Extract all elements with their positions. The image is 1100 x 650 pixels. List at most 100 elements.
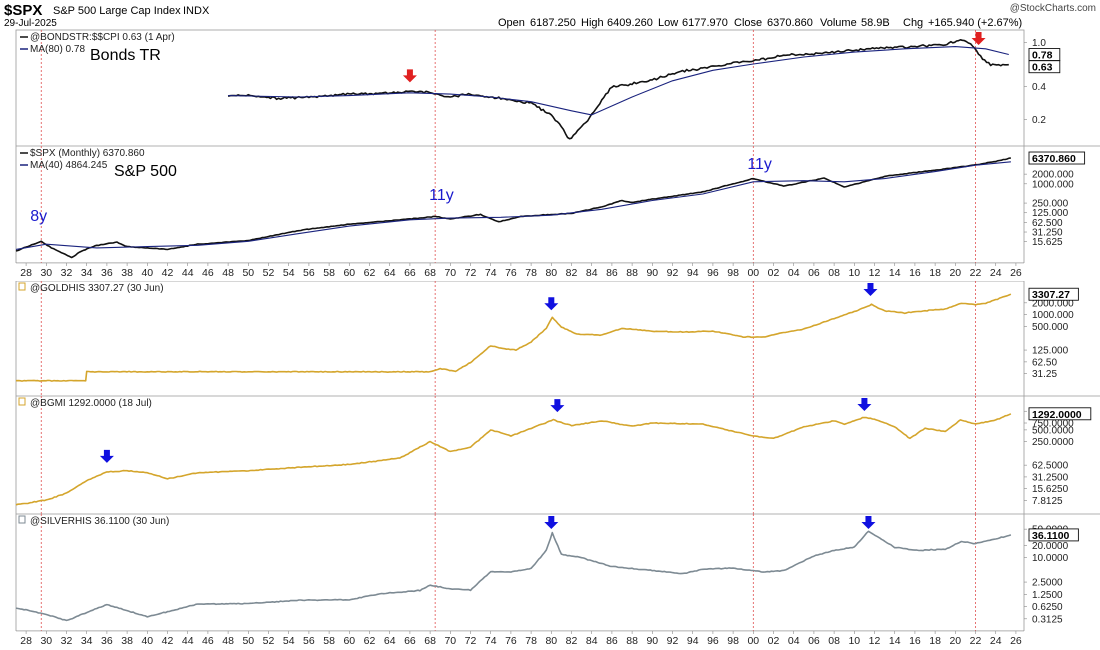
x-axis-tick-label: 30 [40,635,52,647]
x-axis-tick-label: 82 [566,635,578,647]
x-axis-band [0,263,1100,281]
low-value: 6177.970 [682,17,728,29]
x-axis-tick-label: 10 [848,267,860,279]
x-axis-tick-label: 44 [182,635,194,647]
y-axis-tick-label: 31.250 [1032,228,1063,239]
x-axis-tick-label: 50 [242,635,254,647]
series-line--spx [15,157,1011,259]
x-axis-tick-label: 36 [101,635,113,647]
x-axis-tick-label: 16 [909,267,921,279]
x-axis-tick-label: 14 [889,267,901,279]
x-axis-band [0,631,1100,649]
x-axis-tick-label: 80 [545,635,557,647]
x-axis-tick-label: 90 [646,267,658,279]
series-line-ma-40- [15,161,1011,250]
x-axis-tick-label: 84 [586,267,598,279]
x-axis-tick-label: 74 [485,635,497,647]
x-axis-tick-label: 98 [727,267,739,279]
x-axis-tick-label: 60 [343,635,355,647]
y-axis-tick-label: 1.0 [1032,38,1046,49]
y-axis-tick-label: 20.0000 [1032,541,1069,552]
x-axis-tick-label: 28 [20,267,32,279]
open-value: 6187.250 [530,17,576,29]
x-axis-tick-label: 66 [404,635,416,647]
x-axis-tick-label: 62 [364,267,376,279]
x-axis-tick-label: 22 [970,635,982,647]
value-tag-label: 1292.0000 [1032,409,1082,421]
x-axis-tick-label: 46 [202,635,214,647]
x-axis-tick-label: 74 [485,267,497,279]
y-axis-tick-label: 500.0000 [1032,425,1074,436]
x-axis-tick-label: 78 [525,267,537,279]
x-axis-tick-label: 76 [505,635,517,647]
upper-frame [15,29,1025,264]
y-axis-tick-label: 2.5000 [1032,578,1063,589]
chart-panels: 1.0 0.4 0.2 0.780.63 @BONDSTR:$$CPI 0.63 (1 … [0,29,1100,649]
x-axis-tick-label: 54 [283,635,295,647]
x-axis-tick-label: 52 [263,267,275,279]
x-axis-tick-label: 48 [222,635,234,647]
y-axis-tick-label: 10.0000 [1032,553,1069,564]
x-axis-tick-label: 78 [525,635,537,647]
down-arrow-marker [544,516,559,529]
x-axis-tick-label: 12 [869,267,881,279]
legend-entry: @GOLDHIS 3307.27 (30 Jun) [30,283,164,294]
x-axis-tick-label: 40 [141,267,153,279]
x-axis-tick-label: 44 [182,267,194,279]
value-tag-label: 0.78 [1032,50,1053,62]
x-axis-tick-label: 90 [646,635,658,647]
y-axis-tick-label: 1.2500 [1032,590,1063,601]
legend-swatch [18,282,26,291]
x-axis-tick-label: 42 [162,267,174,279]
x-axis-tick-label: 46 [202,267,214,279]
x-axis-tick-label: 26 [1010,267,1022,279]
x-axis-tick-label: 70 [444,267,456,279]
panel-title: S&P 500 [114,163,177,180]
legend-entry: @BGMI 1292.0000 (18 Jul) [30,398,152,409]
x-axis-tick-label: 94 [687,635,699,647]
down-arrow-marker [550,399,565,413]
x-axis-tick-label: 82 [566,267,578,279]
y-axis-tick-label: 1000.000 [1032,310,1074,321]
x-axis-tick-label: 34 [81,267,93,279]
x-axis-tick-label: 36 [101,267,113,279]
panel-bgmi: 1500.0000750.0000500.0000250.000062.5000… [15,395,1100,514]
x-axis-tick-label: 38 [121,635,133,647]
x-axis-tick-label: 80 [545,267,557,279]
legend-entry: @BONDSTR:$$CPI 0.63 (1 Apr) [30,32,175,43]
x-axis-tick-label: 64 [384,635,396,647]
date-label: 29-Jul-2025 [4,18,57,29]
chg-label: Chg [903,17,923,29]
y-axis-tick-label: 0.4 [1032,82,1046,93]
x-axis-tick-label: 86 [606,635,618,647]
panel-bonds: 1.0 0.4 0.2 0.780.63 @BONDSTR:$$CPI 0.63 (1 … [20,30,1061,146]
x-axis-tick-label: 10 [848,635,860,647]
x-axis-tick-label: 18 [929,635,941,647]
y-axis-tick-label: 7.8125 [1032,496,1063,507]
x-axis-tick-label: 56 [303,267,315,279]
index-name-label: S&P 500 Large Cap Index [53,5,181,17]
x-axis-tick-label: 88 [626,267,638,279]
x-axis-tick-label: 58 [323,267,335,279]
chart-header: $SPX S&P 500 Large Cap Index INDX 29-Jul… [4,2,1096,29]
x-axis-tick-label: 68 [424,267,436,279]
x-axis-tick-label: 98 [727,635,739,647]
x-axis-tick-label: 72 [465,635,477,647]
close-value: 6370.860 [767,17,813,29]
cycle-annotation: 8y [30,208,47,225]
down-arrow-marker [971,32,986,45]
x-axis-tick-label: 42 [162,635,174,647]
volume-label: Volume [820,17,857,29]
x-axis-tick-label: 02 [768,635,780,647]
x-axis-tick-label: 62 [364,635,376,647]
y-axis-tick-label: 62.500 [1032,218,1063,229]
x-axis-tick-label: 64 [384,267,396,279]
down-arrow-marker [402,69,417,83]
cycle-annotation: 11y [747,156,772,173]
x-axis-tick-label: 00 [747,267,759,279]
x-axis-tick-label: 50 [242,267,254,279]
series-line--bondstr-cpi [227,39,1009,140]
x-axis-tick-label: 08 [828,635,840,647]
exchange-label: INDX [183,5,210,17]
